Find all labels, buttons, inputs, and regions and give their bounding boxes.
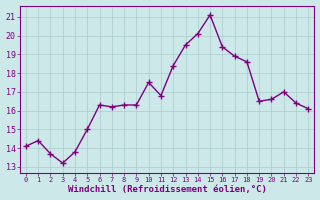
X-axis label: Windchill (Refroidissement éolien,°C): Windchill (Refroidissement éolien,°C) [68,185,267,194]
